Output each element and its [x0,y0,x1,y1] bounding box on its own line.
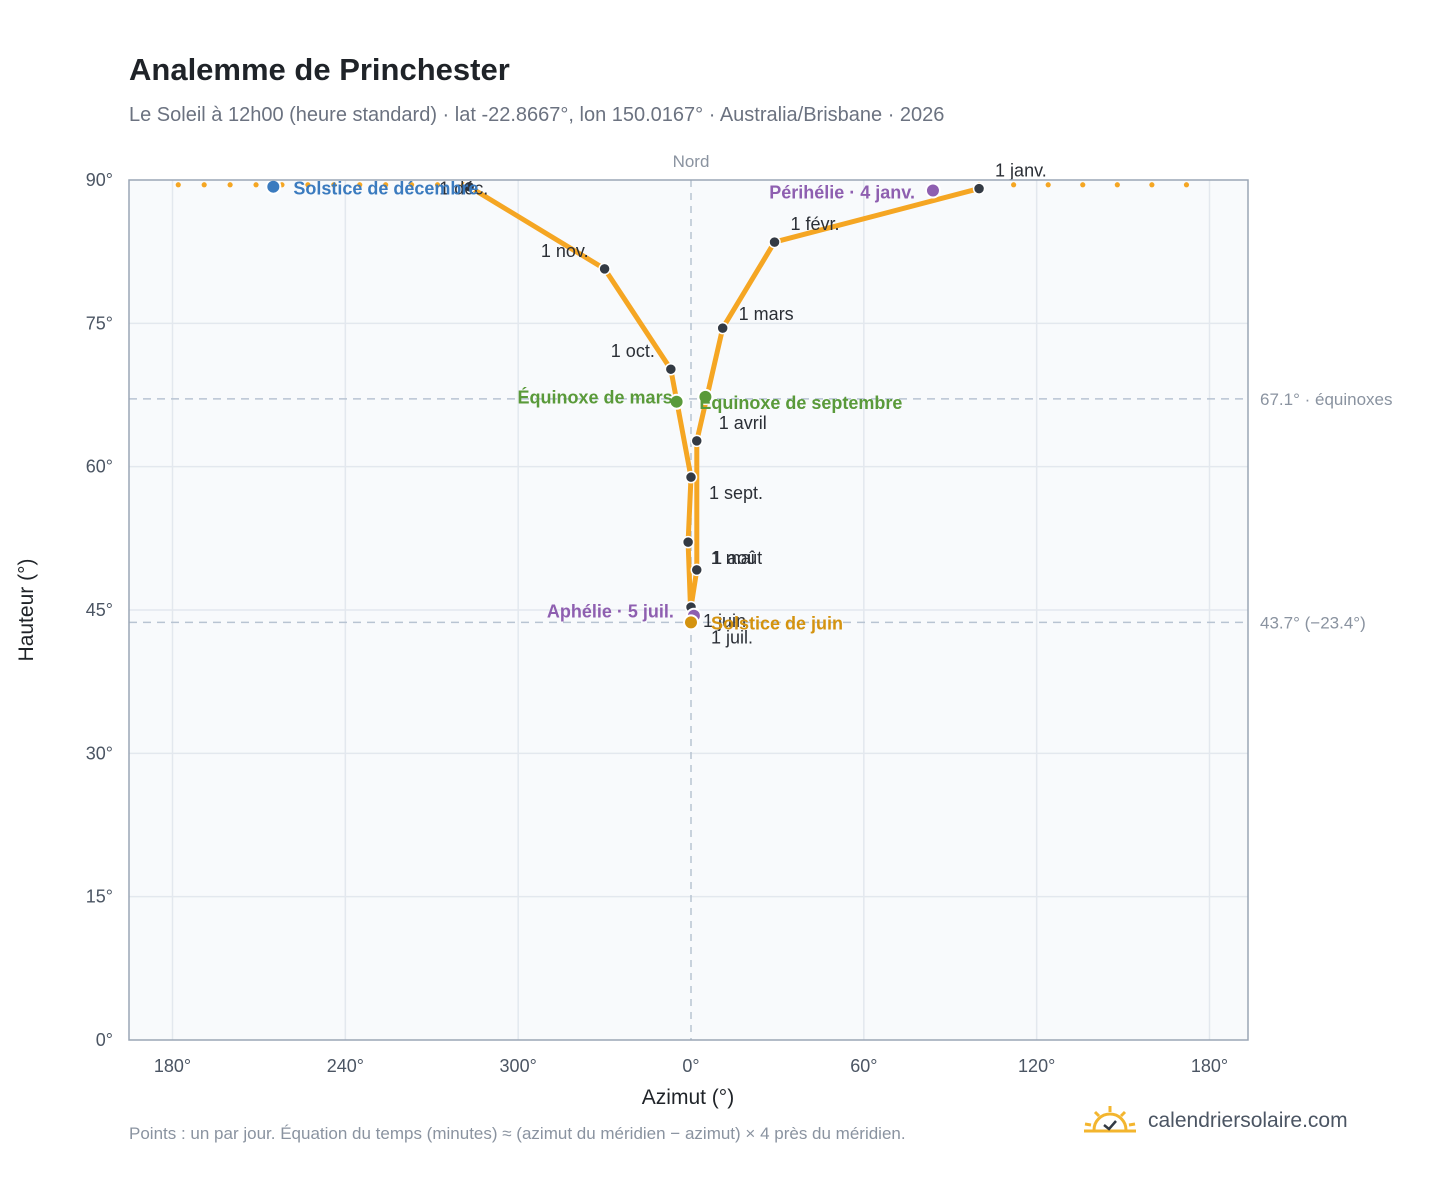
month-label: 1 mai [711,548,755,568]
event-label: Équinoxe de septembre [699,392,902,413]
chart-title: Analemme de Princhester [129,52,510,87]
month-label: 1 oct. [611,341,655,361]
y-tick-label: 45° [86,600,113,620]
month-marker [972,182,986,195]
brand-link[interactable]: calendriersolaire.com [1148,1109,1348,1132]
analemma-day-dot [434,182,441,188]
event-marker [668,393,685,410]
north-label: Nord [673,152,710,171]
x-tick-label: 180° [1191,1056,1228,1076]
month-marker [598,262,611,276]
analemma-day-dot [1183,182,1190,188]
reference-line-label: 43.7° (−23.4°) [1260,613,1366,632]
reference-line-label: 67.1° · équinoxes [1260,390,1393,409]
month-label: 1 déc. [439,179,488,199]
y-tick-label: 60° [86,457,113,477]
y-tick-label: 0° [96,1030,113,1050]
month-label: 1 janv. [995,161,1047,181]
event-label: Solstice de juin [711,613,843,633]
analemma-day-dot [408,182,415,188]
month-label: 1 nov. [541,241,589,261]
event-label: Aphélie · 5 juil. [547,602,674,622]
month-label: 1 sept. [709,483,763,503]
month-label: 1 juin [703,611,746,631]
x-tick-label: 120° [1018,1056,1055,1076]
event-marker [683,614,699,631]
analemma-day-dot [201,182,207,188]
month-marker [690,563,704,577]
analemma-day-dot [305,182,311,188]
month-marker [681,535,695,549]
x-tick-label: 300° [500,1056,537,1076]
month-label: 1 mars [739,304,794,324]
x-tick-label: 0° [682,1056,699,1076]
analemma-day-dot [1080,182,1086,188]
event-markers: Solstice de décembre Périhélie · 4 janv. É… [265,178,941,633]
plot-frame [128,179,1249,1041]
analemma-day-dot [1149,182,1155,188]
sun-logo-icon [1084,1106,1136,1133]
footnote: Points : un par jour. Équation du temps … [129,1124,906,1143]
analemma-day-dot [175,182,181,188]
analemma-day-dot [383,182,389,188]
event-marker [265,178,282,195]
brand[interactable]: calendriersolaire.com [1082,1104,1348,1138]
month-marker [690,434,704,448]
analemma-day-dot [1045,182,1051,188]
analemma-day-dot [227,182,233,188]
y-axis-ticks: 0° 15° 30° 45° 60° 75° 90° [86,170,113,1050]
grid [129,180,1248,1040]
month-marker [716,321,729,335]
analemma-day-dot [1114,182,1120,188]
event-marker [924,182,941,199]
analemma-day-dot [1011,182,1017,188]
event-label: Équinoxe de mars [518,387,673,408]
x-axis-label: Azimut (°) [642,1086,734,1109]
month-label: 1 avril [719,413,767,433]
month-label: 1 févr. [791,214,840,234]
month-marker [462,180,476,193]
y-tick-label: 30° [86,743,113,763]
x-axis-ticks: 180° 240° 300° 0° 60° 120° 180° [154,1056,1228,1076]
analemma-day-dot [253,182,259,188]
y-tick-label: 15° [86,887,113,907]
y-axis-label: Hauteur (°) [15,559,38,662]
month-marker [684,470,698,484]
event-label: Périhélie · 4 janv. [769,183,915,203]
analemma-day-dot [331,182,337,188]
y-tick-label: 75° [86,313,113,333]
analemma-day-dot [357,182,363,188]
event-label: Solstice de décembre [293,179,478,199]
month-label: 1 août [712,548,762,568]
month-label: 1 juil. [711,627,753,647]
chart-subtitle: Le Soleil à 12h00 (heure standard) · lat… [129,104,945,126]
month-marker [768,235,781,249]
reference-lines: 67.1° · équinoxes 43.7° (−23.4°) [129,390,1393,632]
month-marker [664,362,678,376]
y-tick-label: 90° [86,170,113,190]
event-marker [697,388,714,405]
x-tick-label: 240° [327,1056,364,1076]
x-tick-label: 180° [154,1056,191,1076]
x-tick-label: 60° [850,1056,877,1076]
